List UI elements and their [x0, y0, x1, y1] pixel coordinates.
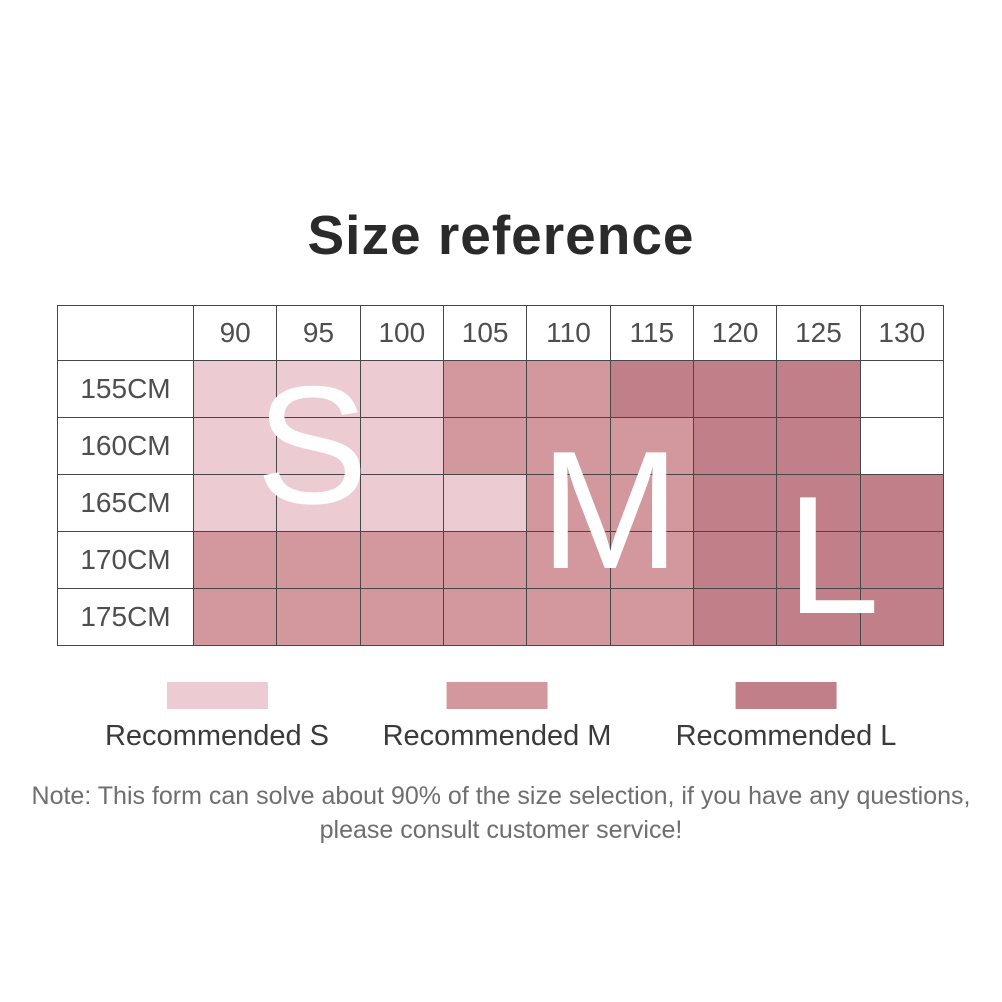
legend-label-m: Recommended M [382, 720, 612, 752]
size-cell-160cm-115-m [609, 417, 694, 475]
size-cell-175cm-100-m [359, 588, 444, 646]
size-cell-165cm-120-l [692, 474, 778, 532]
col-header-130: 130 [859, 305, 944, 361]
size-cell-165cm-95-s [276, 474, 361, 532]
col-header-95: 95 [276, 305, 361, 361]
table-row-170cm: 170CM [57, 531, 944, 589]
size-cell-170cm-120-l [692, 531, 778, 589]
legend-swatch-m [446, 682, 548, 709]
table-header-row: 90 95 100 105 110 115 120 125 130 [57, 305, 944, 361]
size-cell-155cm-90-s [192, 360, 278, 418]
col-header-100: 100 [359, 305, 444, 361]
size-cell-160cm-125-l [776, 417, 861, 475]
corner-cell [57, 305, 194, 361]
note-text: Note: This form can solve about 90% of t… [0, 780, 1002, 848]
size-cell-160cm-120-l [692, 417, 778, 475]
legend-swatch-s [166, 682, 268, 709]
note-line-2: please consult customer service! [319, 815, 683, 844]
size-cell-155cm-125-l [776, 360, 861, 418]
legend-item-l: Recommended L [675, 682, 897, 753]
size-cell-160cm-130-empty [859, 417, 944, 475]
size-cell-165cm-90-s [192, 474, 278, 532]
size-cell-160cm-105-m [442, 417, 528, 475]
table-row-155cm: 155CM [57, 360, 944, 418]
col-header-115: 115 [609, 305, 694, 361]
size-cell-165cm-125-l [776, 474, 861, 532]
size-table: 90 95 100 105 110 115 120 125 130 155CM 160CM 165CM… [57, 305, 944, 646]
size-cell-175cm-95-m [276, 588, 361, 646]
col-header-90: 90 [192, 305, 278, 361]
row-label-160cm: 160CM [57, 417, 194, 475]
row-label-165cm: 165CM [57, 474, 194, 532]
size-cell-175cm-110-m [526, 588, 611, 646]
size-cell-170cm-100-m [359, 531, 444, 589]
size-cell-170cm-115-m [609, 531, 694, 589]
size-cell-155cm-120-l [692, 360, 778, 418]
col-header-110: 110 [526, 305, 611, 361]
size-cell-165cm-110-m [526, 474, 611, 532]
page-title: Size reference [307, 204, 695, 266]
size-cell-165cm-105-s [442, 474, 528, 532]
legend-label-s: Recommended S [104, 720, 330, 752]
col-header-125: 125 [776, 305, 861, 361]
size-cell-170cm-130-l [859, 531, 944, 589]
size-cell-165cm-115-m [609, 474, 694, 532]
size-cell-155cm-130-empty [859, 360, 944, 418]
size-cell-170cm-105-m [442, 531, 528, 589]
size-cell-155cm-100-s [359, 360, 444, 418]
size-cell-160cm-100-s [359, 417, 444, 475]
size-cell-170cm-110-m [526, 531, 611, 589]
size-cell-155cm-105-m [442, 360, 528, 418]
col-header-105: 105 [442, 305, 528, 361]
note-line-1: Note: This form can solve about 90% of t… [31, 782, 971, 810]
size-cell-165cm-130-l [859, 474, 944, 532]
size-cell-155cm-110-m [526, 360, 611, 418]
size-cell-160cm-110-m [526, 417, 611, 475]
size-cell-175cm-120-l [692, 588, 778, 646]
size-cell-175cm-115-m [609, 588, 694, 646]
size-cell-170cm-125-l [776, 531, 861, 589]
size-cell-165cm-100-s [359, 474, 444, 532]
size-cell-155cm-95-s [276, 360, 361, 418]
table-row-165cm: 165CM [57, 474, 944, 532]
size-cell-175cm-125-l [776, 588, 861, 646]
legend: Recommended S Recommended M Recommended … [0, 682, 1002, 752]
size-cell-155cm-115-l [609, 360, 694, 418]
table-row-160cm: 160CM [57, 417, 944, 475]
row-label-175cm: 175CM [57, 588, 194, 646]
size-cell-170cm-95-m [276, 531, 361, 589]
row-label-155cm: 155CM [57, 360, 194, 418]
size-cell-175cm-105-m [442, 588, 528, 646]
legend-swatch-l [735, 682, 837, 709]
legend-item-s: Recommended S [105, 682, 329, 753]
size-cell-175cm-130-l [859, 588, 944, 646]
col-header-120: 120 [692, 305, 778, 361]
legend-label-l: Recommended L [675, 720, 897, 752]
size-cell-160cm-90-s [192, 417, 278, 475]
row-label-170cm: 170CM [57, 531, 194, 589]
size-table-container: 90 95 100 105 110 115 120 125 130 155CM 160CM 165CM… [57, 305, 944, 646]
size-cell-170cm-90-m [192, 531, 278, 589]
legend-item-m: Recommended M [382, 682, 612, 753]
size-cell-160cm-95-s [276, 417, 361, 475]
table-row-175cm: 175CM [57, 588, 944, 646]
size-cell-175cm-90-m [192, 588, 278, 646]
